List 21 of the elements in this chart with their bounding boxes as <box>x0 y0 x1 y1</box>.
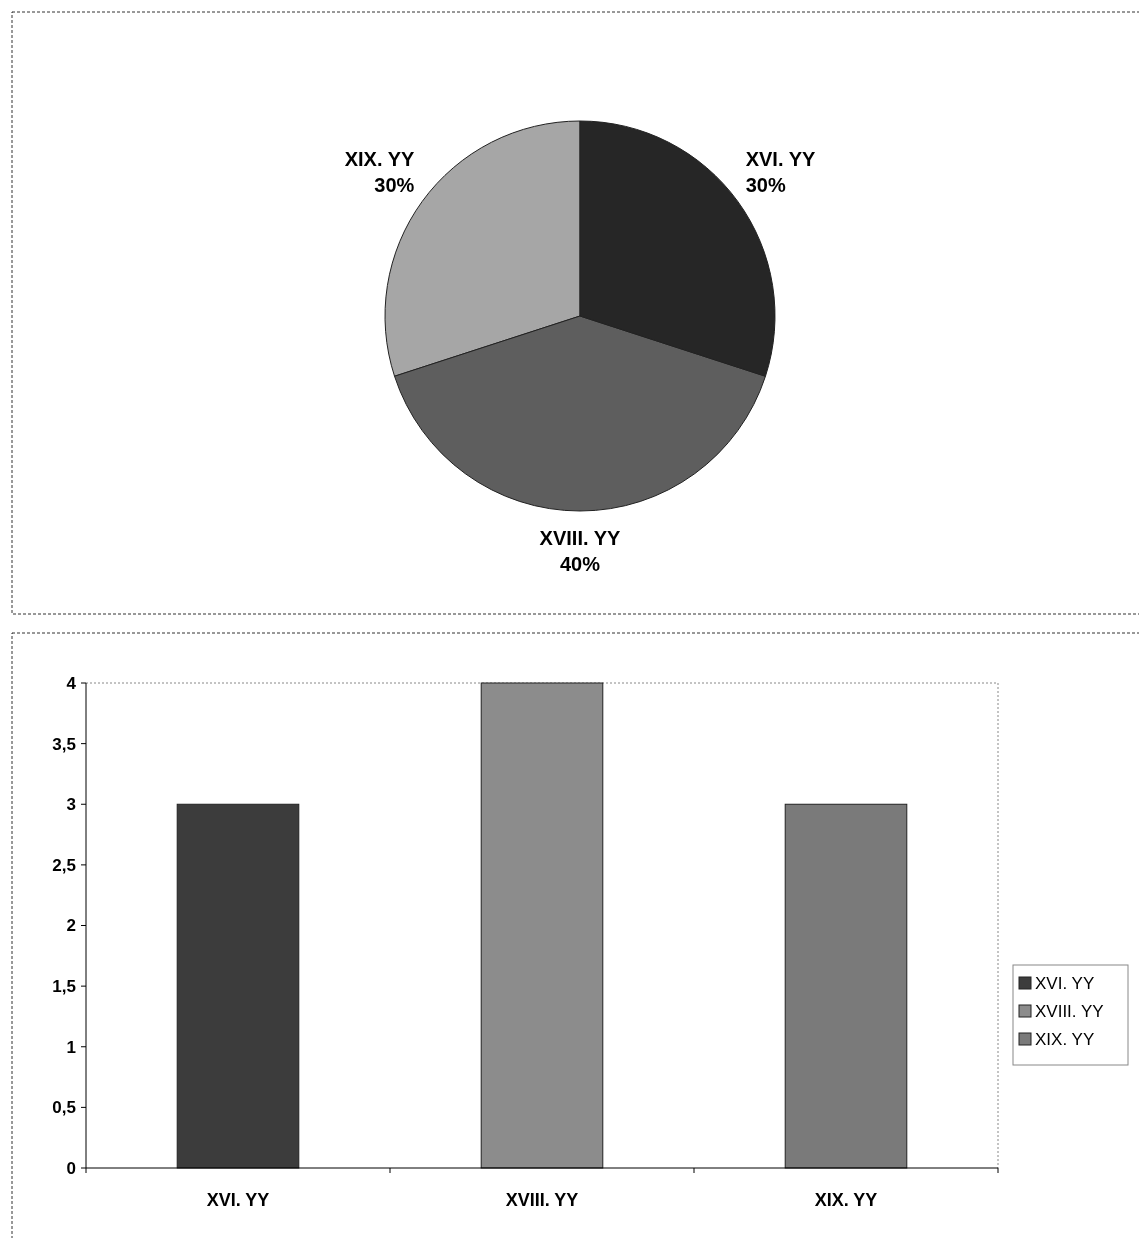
x-tick-label: XIX. YY <box>814 1190 878 1210</box>
y-tick-label: 0,5 <box>52 1098 76 1118</box>
slice-label: XVI. YY <box>745 147 816 170</box>
y-tick-label: 2,5 <box>52 855 76 875</box>
slice-label: XIX. YY <box>344 147 416 170</box>
y-tick-label: 0 <box>66 1158 76 1178</box>
y-tick-label: 3,5 <box>52 734 76 754</box>
y-tick-label: 1 <box>66 1037 76 1057</box>
y-tick-label: 1,5 <box>52 977 76 997</box>
slice-label: XVIII. YY <box>539 526 622 549</box>
data-label: 30% <box>745 173 786 196</box>
data-label: 40% <box>559 552 601 575</box>
category-label: XVI. YY <box>1035 973 1095 993</box>
data-label: 30% <box>374 173 415 196</box>
x-tick-label: XVIII. YY <box>505 1190 579 1210</box>
category-label: XVIII. YY <box>1035 1001 1104 1021</box>
y-tick-label: 3 <box>66 795 76 815</box>
category-label: XIX. YY <box>1035 1029 1095 1049</box>
y-tick-label: 2 <box>66 916 76 936</box>
y-tick-label: 4 <box>66 673 77 693</box>
x-tick-label: XVI. YY <box>206 1190 270 1210</box>
